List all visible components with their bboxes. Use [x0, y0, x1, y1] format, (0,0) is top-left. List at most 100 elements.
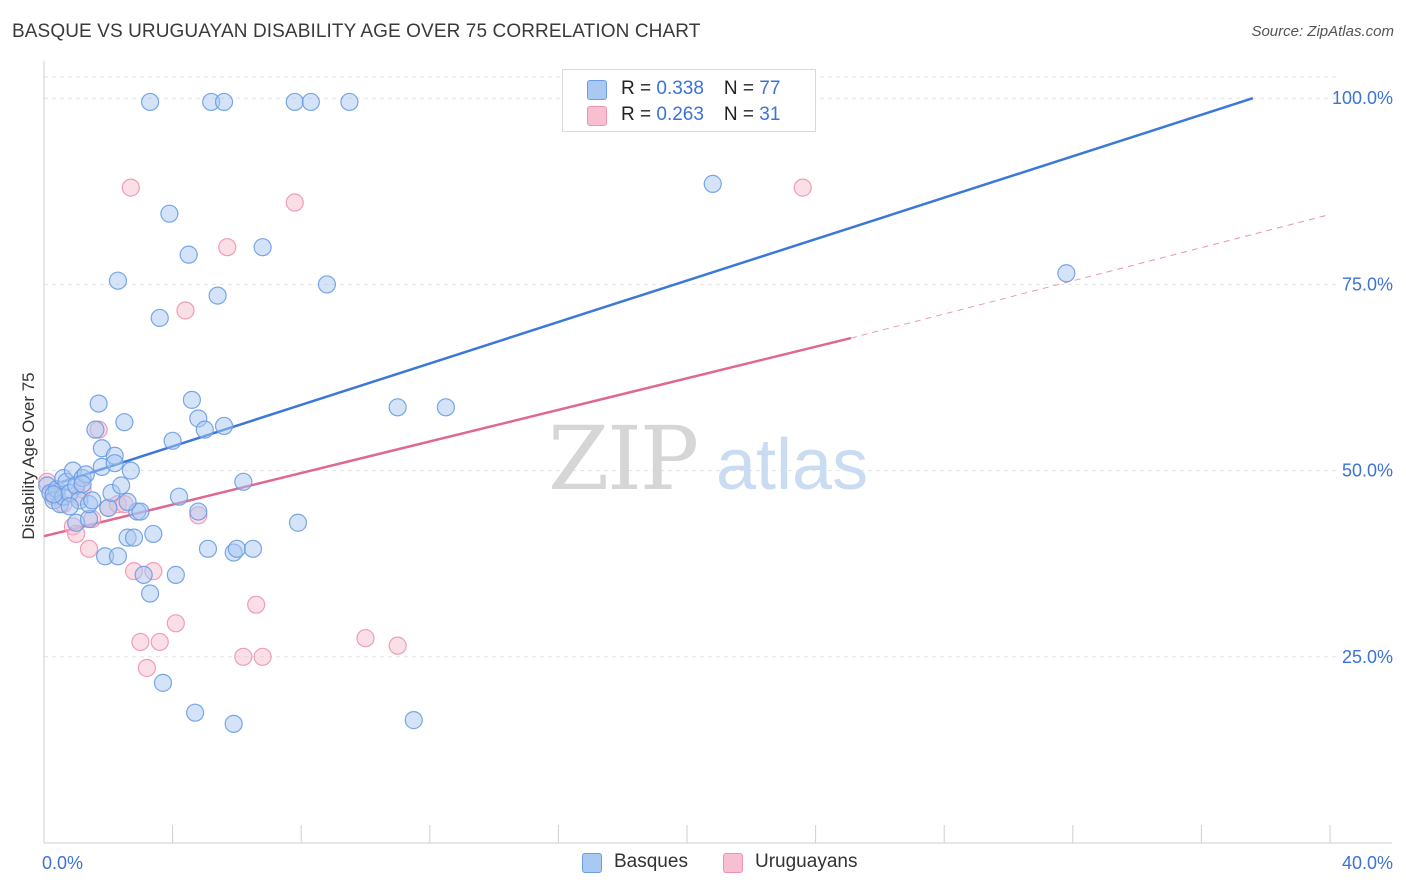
data-point-basques [83, 491, 102, 510]
data-point-basques [285, 92, 304, 112]
legend-r-value: 0.338 [656, 78, 704, 99]
data-point-uruguayans [150, 632, 169, 652]
x-tick-label: 40.0% [1342, 853, 1393, 873]
stats-legend: R = 0.338 N = 77 R = 0.263 N = 31 [562, 69, 816, 132]
legend-n-value: 31 [759, 104, 781, 125]
data-point-uruguayans [166, 614, 185, 633]
source-label: Source: ZipAtlas.com [1251, 23, 1394, 40]
data-point-uruguayans [137, 658, 156, 678]
data-point-basques [1057, 264, 1076, 283]
data-point-uruguayans [234, 647, 253, 666]
data-point-basques [124, 528, 144, 547]
data-point-basques [214, 92, 234, 112]
watermark: ZIP atlas [548, 407, 868, 510]
data-point-basques [208, 286, 227, 305]
legend-r-value: 0.263 [656, 104, 704, 125]
data-point-uruguayans [285, 193, 304, 212]
data-point-basques [179, 245, 198, 264]
data-point-basques [118, 492, 137, 511]
data-point-basques [140, 92, 160, 112]
data-point-basques [134, 565, 153, 584]
data-point-basques [340, 92, 359, 112]
data-point-uruguayans [121, 178, 140, 197]
legend-r-label: R = [621, 78, 657, 99]
legend-text-basques: R = 0.338 N = 77 [621, 78, 780, 100]
data-point-basques [182, 390, 201, 409]
data-point-basques [121, 461, 140, 480]
data-point-uruguayans [253, 647, 272, 666]
data-point-basques [234, 472, 253, 491]
legend-swatch-uruguayans [587, 106, 607, 126]
bottom-legend-swatch-uruguayans [723, 853, 743, 873]
data-point-basques [214, 416, 234, 436]
data-point-uruguayans [793, 178, 812, 197]
data-point-basques [166, 565, 185, 584]
data-point-basques [301, 92, 320, 112]
data-point-basques [153, 673, 173, 692]
data-point-basques [144, 524, 163, 544]
data-point-basques [108, 271, 128, 290]
data-point-basques [163, 431, 182, 450]
bottom-legend-label-uruguayans: Uruguayans [755, 851, 858, 872]
data-point-basques [436, 398, 455, 417]
data-point-basques [73, 474, 92, 494]
data-point-basques [253, 238, 272, 257]
y-tick-label: 100.0% [1332, 88, 1393, 108]
data-point-basques [150, 308, 169, 328]
y-axis-label: Disability Age Over 75 [19, 372, 38, 539]
y-tick-label: 50.0% [1342, 461, 1393, 481]
legend-swatch-basques [587, 80, 607, 100]
data-point-uruguayans [247, 595, 266, 614]
data-point-uruguayans [79, 539, 99, 558]
trend-line-uruguayans-extension [850, 213, 1331, 339]
chart-title: BASQUE VS URUGUAYAN DISABILITY AGE OVER … [12, 21, 701, 42]
data-point-uruguayans [176, 301, 195, 320]
y-tick-label: 75.0% [1342, 274, 1393, 294]
data-point-uruguayans [388, 636, 407, 655]
data-point-basques [112, 476, 131, 495]
data-point-basques [169, 487, 189, 506]
data-point-basques [198, 539, 218, 558]
tick-labels: 25.0% 50.0% 75.0% 100.0% 0.0% 40.0% [42, 88, 1393, 873]
data-point-uruguayans [218, 238, 237, 257]
data-point-uruguayans [356, 629, 375, 648]
bottom-legend-label-basques: Basques [614, 851, 688, 872]
data-point-basques [388, 398, 407, 417]
data-point-basques [224, 714, 243, 733]
y-tick-label: 25.0% [1342, 647, 1393, 667]
data-point-basques [243, 539, 263, 558]
data-point-basques [160, 204, 179, 223]
data-point-basques [131, 502, 150, 521]
data-point-basques [105, 454, 124, 473]
data-point-basques [227, 539, 246, 558]
data-point-basques [89, 394, 108, 413]
watermark-zip: ZIP [548, 407, 697, 510]
data-point-basques [703, 174, 722, 193]
legend-n-label: N = [723, 78, 760, 99]
data-point-basques [288, 513, 308, 532]
data-point-basques [86, 420, 105, 439]
watermark-atlas: atlas [716, 425, 868, 505]
data-point-basques [189, 502, 208, 521]
data-point-basques [115, 413, 134, 432]
data-point-basques [317, 275, 337, 294]
data-point-basques [44, 485, 63, 504]
data-point-basques [60, 497, 79, 516]
data-point-basques [186, 703, 205, 722]
data-points [38, 92, 1076, 733]
data-point-basques [404, 711, 423, 730]
legend-n-label: N = [723, 104, 760, 125]
data-point-basques [108, 547, 128, 566]
legend-text-uruguayans: R = 0.263 N = 31 [621, 104, 780, 126]
axes [43, 61, 1392, 844]
data-point-uruguayans [131, 632, 150, 652]
x-tick-label: 0.0% [42, 853, 83, 873]
legend-r-label: R = [621, 104, 657, 125]
bottom-legend-swatch-basques [582, 853, 602, 873]
data-point-basques [140, 584, 160, 603]
legend-n-value: 77 [759, 78, 781, 99]
data-point-basques [195, 420, 214, 439]
grid-lines [44, 76, 1336, 658]
trend-line-basques [43, 97, 1254, 489]
